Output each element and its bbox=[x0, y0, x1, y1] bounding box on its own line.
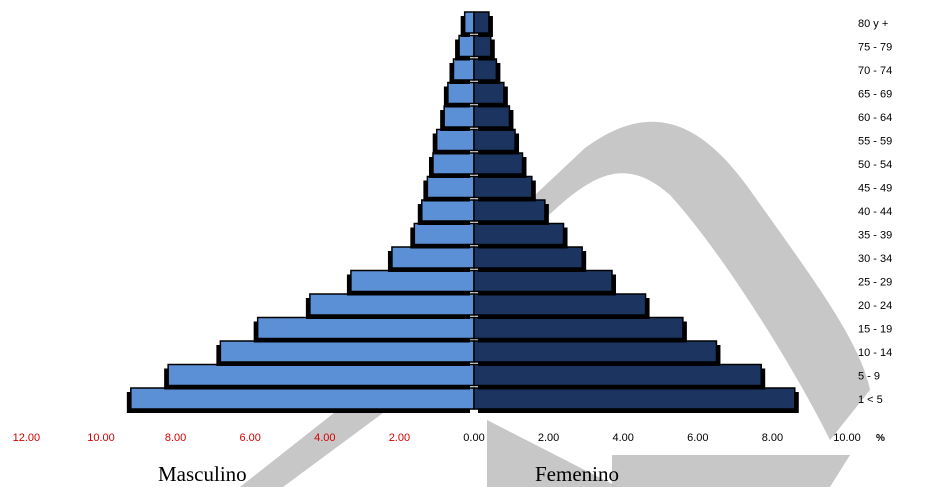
x-axis-ticks: 12.00 10.00 8.00 6.00 4.00 2.00 0.00 2.00 4.00 6.… bbox=[13, 432, 861, 444]
age-label: 80 y + bbox=[858, 18, 888, 30]
bar-femenino-15-19 bbox=[473, 316, 684, 340]
x-axis-unit: % bbox=[876, 433, 885, 444]
bar-femenino-30-34 bbox=[473, 246, 583, 269]
bar-masculino-10-14 bbox=[219, 340, 475, 363]
age-label: 15 - 19 bbox=[858, 324, 892, 336]
x-tick-label-left: 4.00 bbox=[314, 432, 335, 444]
bar-femenino-75-79 bbox=[473, 34, 492, 58]
age-label: 70 - 74 bbox=[858, 65, 892, 77]
bar-masculino-70-74 bbox=[452, 58, 475, 81]
bar-femenino-40-44 bbox=[473, 199, 546, 222]
age-label: 45 - 49 bbox=[858, 183, 892, 195]
bar-femenino-20-24 bbox=[473, 293, 647, 316]
x-tick-label-left: 8.00 bbox=[165, 432, 186, 444]
bar-masculino-45-49 bbox=[426, 175, 475, 199]
x-tick-label-right: 8.00 bbox=[762, 432, 783, 444]
bars-layer bbox=[126, 11, 799, 413]
bar-masculino-75-79 bbox=[458, 34, 475, 58]
x-tick-label-left: 12.00 bbox=[13, 432, 41, 444]
x-tick-label-left: 6.00 bbox=[239, 432, 260, 444]
age-label: 1 < 5 bbox=[858, 394, 883, 406]
bar-masculino-80-y- bbox=[463, 11, 475, 34]
age-label: 50 - 54 bbox=[858, 159, 892, 171]
bar-femenino-50-54 bbox=[473, 152, 524, 175]
bar-masculino-20-24 bbox=[309, 293, 475, 316]
age-label: 10 - 14 bbox=[858, 347, 892, 359]
age-label: 20 - 24 bbox=[858, 300, 892, 312]
x-tick-label-right: 10.00 bbox=[833, 432, 861, 444]
age-label: 5 - 9 bbox=[858, 371, 880, 383]
bar-femenino-5-9 bbox=[473, 363, 762, 387]
age-label: 30 - 34 bbox=[858, 253, 892, 265]
x-tick-label-right: 6.00 bbox=[687, 432, 708, 444]
bar-femenino-1-5 bbox=[473, 387, 796, 410]
bar-masculino-35-39 bbox=[413, 222, 475, 246]
bar-masculino-60-64 bbox=[443, 105, 475, 128]
bar-femenino-80-y- bbox=[473, 11, 490, 34]
bar-masculino-40-44 bbox=[421, 199, 475, 222]
bar-femenino-25-29 bbox=[473, 269, 613, 293]
bar-masculino-65-69 bbox=[447, 81, 475, 105]
age-label: 55 - 59 bbox=[858, 136, 892, 148]
age-label: 35 - 39 bbox=[858, 230, 892, 242]
legend-femenino: Femenino bbox=[535, 462, 619, 486]
bar-masculino-55-59 bbox=[435, 128, 475, 152]
bar-masculino-15-19 bbox=[256, 316, 475, 340]
bar-femenino-70-74 bbox=[473, 58, 498, 81]
bar-masculino-50-54 bbox=[432, 152, 475, 175]
legend-masculino: Masculino bbox=[158, 462, 247, 486]
bar-femenino-55-59 bbox=[473, 128, 516, 152]
age-label: 60 - 64 bbox=[858, 112, 892, 124]
bar-femenino-10-14 bbox=[473, 340, 718, 363]
x-tick-label-right: 4.00 bbox=[612, 432, 633, 444]
x-tick-label-right: 2.00 bbox=[538, 432, 559, 444]
age-labels: 1 < 5 5 - 9 10 - 14 15 - 19 20 - 24 25 - 29 30… bbox=[858, 18, 892, 406]
x-tick-label-left: 10.00 bbox=[87, 432, 115, 444]
bar-masculino-25-29 bbox=[350, 269, 475, 293]
bar-femenino-35-39 bbox=[473, 222, 565, 246]
bar-femenino-65-69 bbox=[473, 81, 505, 105]
bar-femenino-60-64 bbox=[473, 105, 511, 128]
bar-femenino-45-49 bbox=[473, 175, 533, 199]
x-tick-label-left: 2.00 bbox=[389, 432, 410, 444]
age-label: 75 - 79 bbox=[858, 42, 892, 54]
bar-masculino-5-9 bbox=[167, 363, 475, 387]
age-label: 65 - 69 bbox=[858, 89, 892, 101]
bar-masculino-30-34 bbox=[391, 246, 475, 269]
age-label: 25 - 29 bbox=[858, 277, 892, 289]
x-tick-label-right: 0.00 bbox=[463, 432, 484, 444]
age-label: 40 - 44 bbox=[858, 206, 892, 218]
bar-masculino-1-5 bbox=[130, 387, 475, 410]
